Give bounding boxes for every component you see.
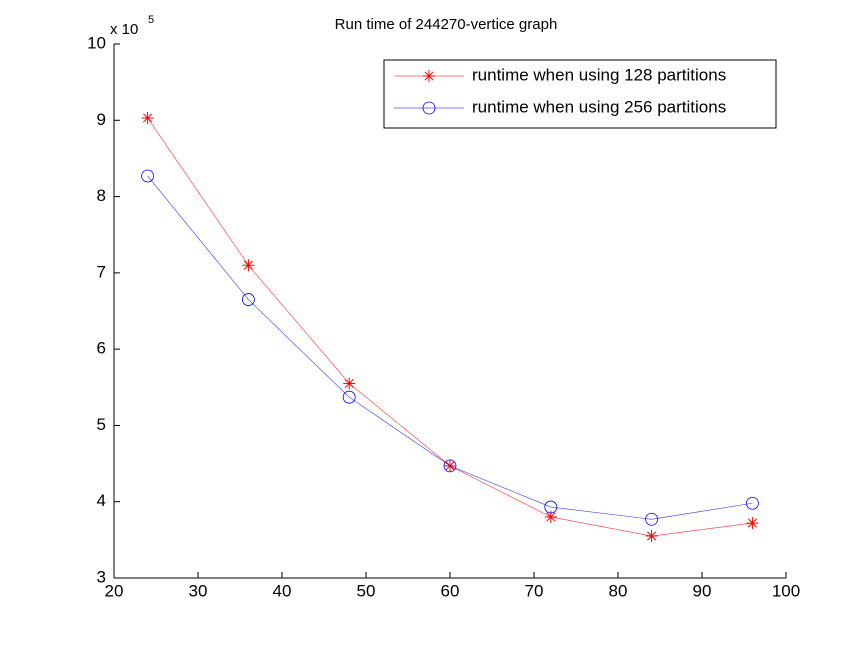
marker-star xyxy=(645,530,658,543)
marker-star xyxy=(343,377,356,390)
y-scale-exponent: 5 xyxy=(148,14,154,26)
legend-label: runtime when using 256 partitions xyxy=(472,97,726,116)
y-tick-label: 9 xyxy=(97,110,106,129)
marker-circle xyxy=(241,293,255,306)
x-tick-label: 90 xyxy=(693,581,712,600)
x-tick-label: 100 xyxy=(772,581,800,600)
marker-circle xyxy=(141,169,155,183)
marker-circle xyxy=(342,390,356,404)
series-line xyxy=(147,175,753,520)
marker-circle xyxy=(746,496,759,510)
marker-circle xyxy=(645,512,658,526)
marker-star xyxy=(423,70,435,82)
chart-title: Run time of 244270-vertice graph xyxy=(335,16,558,33)
x-tick-label: 40 xyxy=(273,581,292,600)
legend-box xyxy=(383,59,777,129)
x-tick-label: 60 xyxy=(441,581,460,600)
x-tick-label: 30 xyxy=(189,581,208,600)
y-scale-label: x 10 xyxy=(110,21,138,38)
marker-circle xyxy=(544,500,558,514)
x-tick-label: 80 xyxy=(609,581,628,600)
marker-star xyxy=(746,517,759,530)
y-tick-label: 5 xyxy=(97,415,106,434)
marker-star xyxy=(544,510,557,523)
x-tick-label: 70 xyxy=(525,581,544,600)
y-tick-label: 10 xyxy=(87,33,106,52)
y-tick-label: 7 xyxy=(97,262,106,281)
y-tick-label: 6 xyxy=(97,339,106,358)
legend: runtime when using 128 partitions runtime… xyxy=(383,59,777,129)
legend-label: runtime when using 128 partitions xyxy=(472,65,726,84)
marker-star xyxy=(141,111,154,124)
y-tick-label: 3 xyxy=(97,567,106,586)
marker-circle xyxy=(443,459,457,473)
y-tick-label: 4 xyxy=(97,491,106,510)
marker-circle xyxy=(422,101,436,115)
x-tick-label: 20 xyxy=(105,581,124,600)
y-tick-label: 8 xyxy=(97,186,106,205)
marker-star xyxy=(242,259,255,272)
x-tick-label: 50 xyxy=(357,581,376,600)
